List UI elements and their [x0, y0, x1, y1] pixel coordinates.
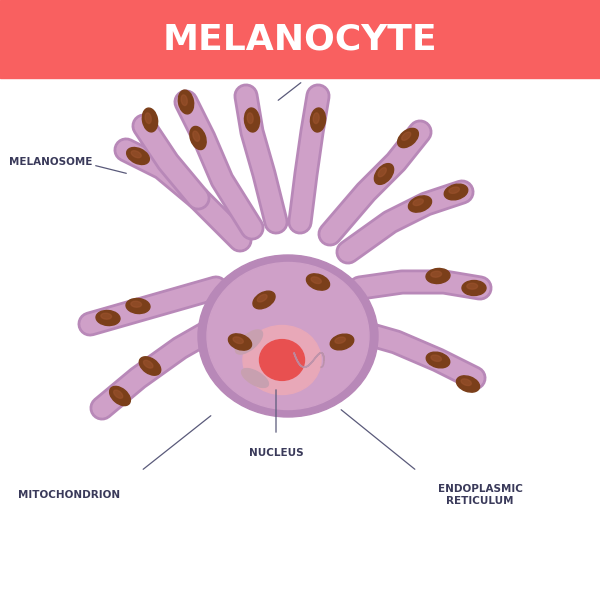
Ellipse shape — [457, 376, 479, 392]
Ellipse shape — [307, 274, 329, 290]
Ellipse shape — [257, 295, 267, 302]
Ellipse shape — [145, 113, 151, 124]
Ellipse shape — [444, 184, 468, 200]
Ellipse shape — [310, 108, 326, 132]
Ellipse shape — [426, 352, 450, 368]
Ellipse shape — [449, 187, 460, 193]
Ellipse shape — [96, 310, 120, 326]
Ellipse shape — [244, 108, 260, 132]
Ellipse shape — [378, 167, 386, 177]
Ellipse shape — [431, 355, 442, 361]
Ellipse shape — [243, 325, 321, 395]
Ellipse shape — [242, 368, 268, 388]
Ellipse shape — [461, 379, 472, 386]
Ellipse shape — [313, 113, 319, 124]
Ellipse shape — [193, 131, 200, 142]
Bar — [0, 0, 600, 78]
Ellipse shape — [398, 128, 418, 148]
Ellipse shape — [409, 196, 431, 212]
Ellipse shape — [462, 280, 486, 295]
Ellipse shape — [178, 90, 194, 114]
Ellipse shape — [431, 271, 442, 277]
Text: DENDRITE: DENDRITE — [298, 64, 356, 74]
Text: MELANOSOME: MELANOSOME — [10, 157, 92, 167]
Text: MELANOCYTE: MELANOCYTE — [163, 22, 437, 56]
Ellipse shape — [181, 95, 187, 106]
Ellipse shape — [139, 357, 161, 375]
Ellipse shape — [247, 113, 253, 124]
Ellipse shape — [131, 301, 142, 307]
Text: NUCLEUS: NUCLEUS — [248, 448, 304, 458]
Ellipse shape — [131, 151, 141, 158]
Text: MITOCHONDRION: MITOCHONDRION — [18, 490, 120, 500]
Ellipse shape — [260, 340, 305, 380]
Ellipse shape — [113, 390, 123, 398]
Ellipse shape — [190, 127, 206, 149]
Ellipse shape — [401, 132, 411, 140]
Ellipse shape — [311, 277, 322, 284]
Ellipse shape — [467, 283, 478, 289]
Ellipse shape — [253, 291, 275, 309]
Ellipse shape — [335, 337, 346, 343]
Ellipse shape — [207, 263, 369, 409]
Ellipse shape — [127, 148, 149, 164]
Ellipse shape — [142, 108, 158, 132]
Ellipse shape — [413, 199, 424, 206]
Ellipse shape — [198, 255, 378, 417]
Ellipse shape — [143, 360, 153, 368]
Ellipse shape — [426, 268, 450, 284]
Ellipse shape — [235, 330, 263, 354]
Ellipse shape — [233, 337, 244, 344]
Ellipse shape — [101, 313, 112, 319]
Ellipse shape — [110, 386, 130, 406]
Text: ENDOPLASMIC
RETICULUM: ENDOPLASMIC RETICULUM — [437, 484, 523, 506]
Ellipse shape — [126, 298, 150, 314]
Ellipse shape — [229, 334, 251, 350]
Ellipse shape — [374, 164, 394, 184]
Ellipse shape — [330, 334, 354, 350]
